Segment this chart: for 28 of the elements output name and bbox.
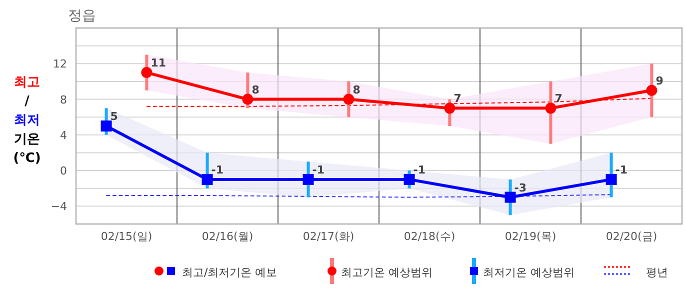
text: 최고기온 예상범위 xyxy=(341,266,432,279)
y-tick-label: 12 xyxy=(53,58,67,71)
data-label: 11 xyxy=(150,56,166,70)
data-label: -1 xyxy=(211,163,224,176)
x-tick-label: 02/15(일) xyxy=(100,230,152,243)
y-tick-label: −4 xyxy=(50,200,67,214)
data-label: -1 xyxy=(312,163,325,176)
x-tick-label: 02/19(목) xyxy=(504,230,556,243)
data-label: 9 xyxy=(656,74,664,88)
x-tick-label: 02/17(화) xyxy=(302,230,354,243)
y-tick-label: 0 xyxy=(60,164,67,178)
y-tick-label: 8 xyxy=(60,93,67,106)
text: 최저기온 예상범위 xyxy=(483,266,574,279)
data-label: -1 xyxy=(413,163,426,176)
text: 평년 xyxy=(646,266,668,279)
x-tick-label: 02/18(수) xyxy=(404,230,456,243)
data-label: 7 xyxy=(454,92,462,106)
data-label: 8 xyxy=(252,83,260,96)
chart-title: 정읍 xyxy=(68,8,96,24)
x-tick-label: 02/16(월) xyxy=(202,230,254,243)
x-tick-label: 02/20(금) xyxy=(606,230,658,243)
data-label: -3 xyxy=(514,181,527,194)
data-label: 5 xyxy=(110,110,118,123)
text: 최고/최저기온 예보 xyxy=(182,266,278,279)
data-label: 8 xyxy=(352,83,360,96)
y-tick-label: 4 xyxy=(60,128,67,142)
data-label: -1 xyxy=(615,163,628,176)
ylabel: 최고/최저기온(℃) xyxy=(13,75,41,166)
